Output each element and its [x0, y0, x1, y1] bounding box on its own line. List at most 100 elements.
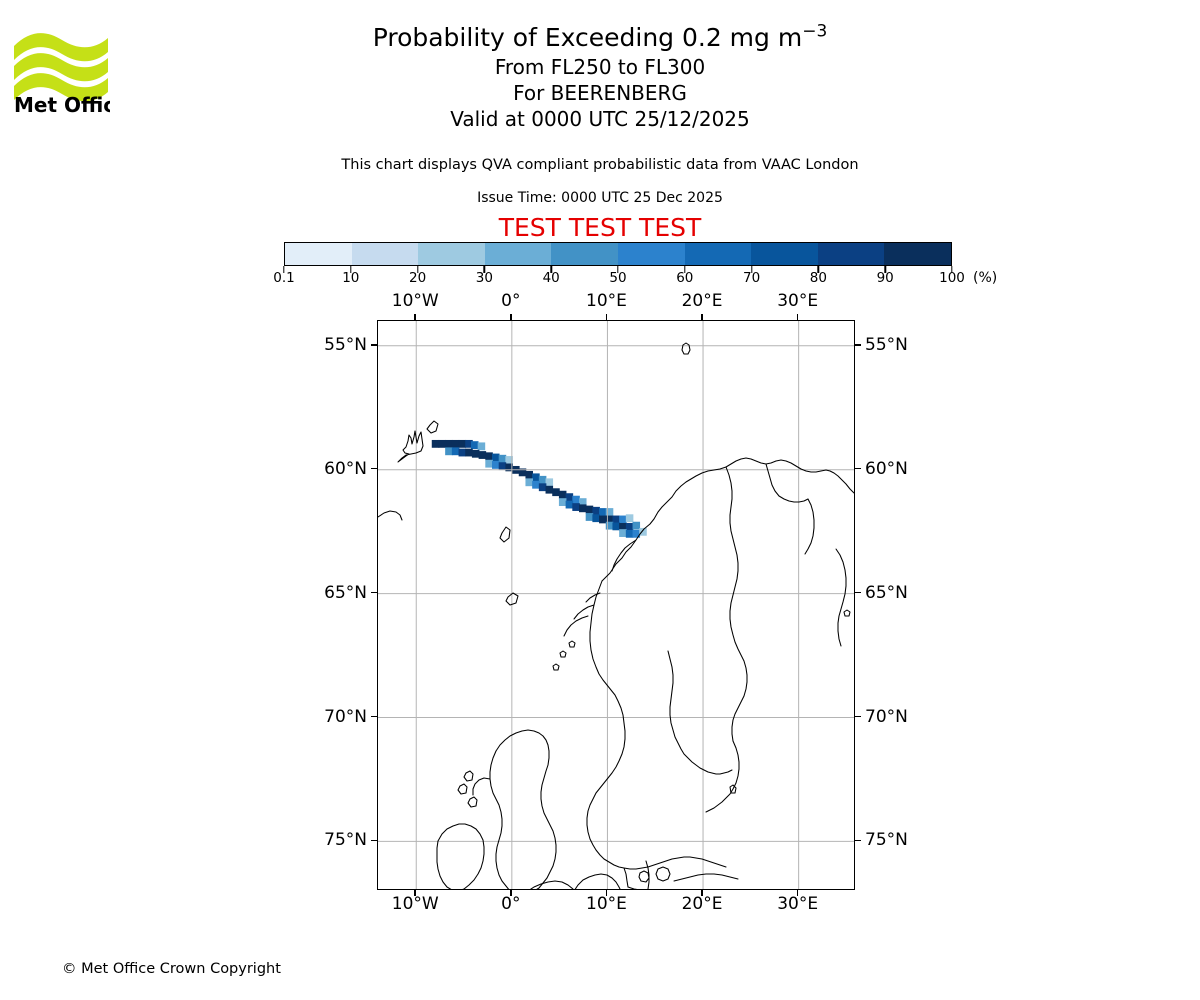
colorbar-tick	[750, 266, 753, 273]
ash-cell	[625, 529, 634, 538]
colorbar-tick	[483, 266, 486, 273]
issue-time: Issue Time: 0000 UTC 25 Dec 2025	[477, 190, 723, 206]
colorbar-band-0	[285, 243, 352, 265]
lat-label-right-3: 60°N	[865, 458, 908, 479]
colorbar-label-50: 50	[609, 270, 627, 286]
ash-cell	[518, 468, 527, 477]
ash-cell	[585, 513, 594, 521]
colorbar-tick	[283, 266, 285, 273]
colorbar-tick	[416, 266, 419, 273]
copyright-notice: © Met Office Crown Copyright	[62, 961, 281, 977]
coastline-fennoscandia	[601, 457, 854, 582]
ash-cell	[492, 453, 500, 462]
ash-cell	[545, 478, 554, 487]
coastline-jan-mayen	[397, 430, 424, 463]
colorbar-band-1	[351, 243, 419, 265]
colorbar-tick-labels: 0.1 10 20 30 40 50 60 70 80 90 100	[273, 270, 965, 288]
coastline-scotland-nw	[472, 777, 491, 796]
ash-cell	[532, 480, 540, 489]
map-gridlines	[378, 321, 854, 889]
map-plot-area	[377, 320, 855, 890]
coastline-hebrides-a	[463, 770, 474, 782]
ash-cell	[605, 508, 614, 516]
coastline-denmark-jutland	[623, 867, 629, 888]
tick-lon-top	[796, 314, 799, 320]
colorbar-tick	[617, 266, 619, 273]
lat-label-left-4: 55°N	[324, 334, 367, 355]
colorbar-band-3	[484, 243, 552, 265]
coastline-kola	[765, 463, 809, 503]
ash-cell	[639, 527, 647, 536]
ash-cell	[585, 505, 594, 514]
chart-title-block: Probability of Exceeding 0.2 mg m−3 From…	[0, 22, 1200, 132]
title-text: Probability of Exceeding 0.2 mg m	[372, 23, 803, 52]
colorbar-ticks	[283, 266, 953, 274]
colorbar-band-4	[551, 243, 618, 265]
qva-note: This chart displays QVA compliant probab…	[341, 157, 859, 173]
probability-colorbar	[284, 242, 952, 266]
coastline-islet-c	[552, 663, 560, 671]
coastline-hebrides-c	[467, 796, 478, 808]
coastline-bothnia-east	[725, 466, 748, 742]
colorbar-bands	[284, 242, 952, 266]
logo-wordmark: Met Office	[14, 93, 110, 114]
coastlines	[378, 342, 854, 889]
ash-cell	[465, 439, 473, 448]
tick-lat-left	[371, 715, 377, 718]
colorbar-label-10: 10	[342, 270, 360, 286]
ash-cell	[592, 506, 600, 515]
ash-cell	[619, 529, 627, 537]
ash-cell	[438, 439, 446, 448]
ash-cell	[565, 493, 574, 502]
page-title: Probability of Exceeding 0.2 mg m−3	[0, 22, 1200, 54]
ash-cell	[451, 439, 460, 448]
colorbar-tick	[350, 266, 352, 273]
ash-concentration-cells	[431, 439, 647, 538]
coastline-bothnia-west	[667, 650, 733, 775]
lat-label-left-1: 70°N	[324, 706, 367, 727]
coastline-denmark-east	[645, 860, 650, 889]
lat-label-left-0: 75°N	[324, 830, 367, 851]
ash-cell	[625, 514, 634, 523]
valid-time-line: Valid at 0000 UTC 25/12/2025	[450, 107, 750, 131]
tick-lat-right	[855, 839, 861, 842]
coastline-zealand	[655, 866, 671, 882]
ash-cell	[532, 473, 540, 482]
ash-cell	[592, 514, 600, 523]
tick-lat-left	[371, 344, 377, 346]
ash-cell	[599, 515, 607, 524]
ash-cell	[505, 463, 513, 472]
tick-lat-left	[371, 839, 377, 842]
colorbar-label-70: 70	[743, 270, 761, 286]
colorbar-label-60: 60	[676, 270, 694, 286]
coastline-baltic-south	[705, 740, 740, 813]
tick-lat-right	[855, 467, 861, 470]
title-exponent: −3	[802, 21, 828, 42]
colorbar-band-8	[817, 243, 885, 265]
tick-lon-top	[414, 314, 416, 320]
ash-cell	[612, 522, 620, 531]
colorbar-unit-label: (%)	[973, 270, 998, 286]
logo-waves	[14, 33, 108, 102]
ash-cell	[599, 508, 607, 516]
colorbar-label-90: 90	[876, 270, 894, 286]
ash-cell	[477, 442, 486, 451]
volcano-line: For BEERENBERG	[513, 81, 687, 105]
ash-cell	[552, 488, 560, 497]
colorbar-label-40: 40	[542, 270, 560, 286]
colorbar-label-30: 30	[475, 270, 493, 286]
colorbar-band-5	[617, 243, 685, 265]
ash-cell	[572, 503, 580, 511]
ash-cell	[625, 522, 634, 531]
ash-cell	[605, 515, 614, 524]
coastline-lofoten-b	[573, 604, 595, 620]
ash-cell	[445, 439, 453, 448]
ash-cell	[465, 448, 473, 457]
lat-label-right-0: 75°N	[865, 830, 908, 851]
tick-lat-right	[855, 591, 861, 594]
tick-lon-bottom	[510, 890, 512, 896]
colorbar-label-80: 80	[809, 270, 827, 286]
lat-label-right-4: 55°N	[865, 334, 908, 355]
coastline-russia-east	[835, 548, 847, 647]
lon-label-bottom-3: 20°E	[681, 894, 723, 914]
